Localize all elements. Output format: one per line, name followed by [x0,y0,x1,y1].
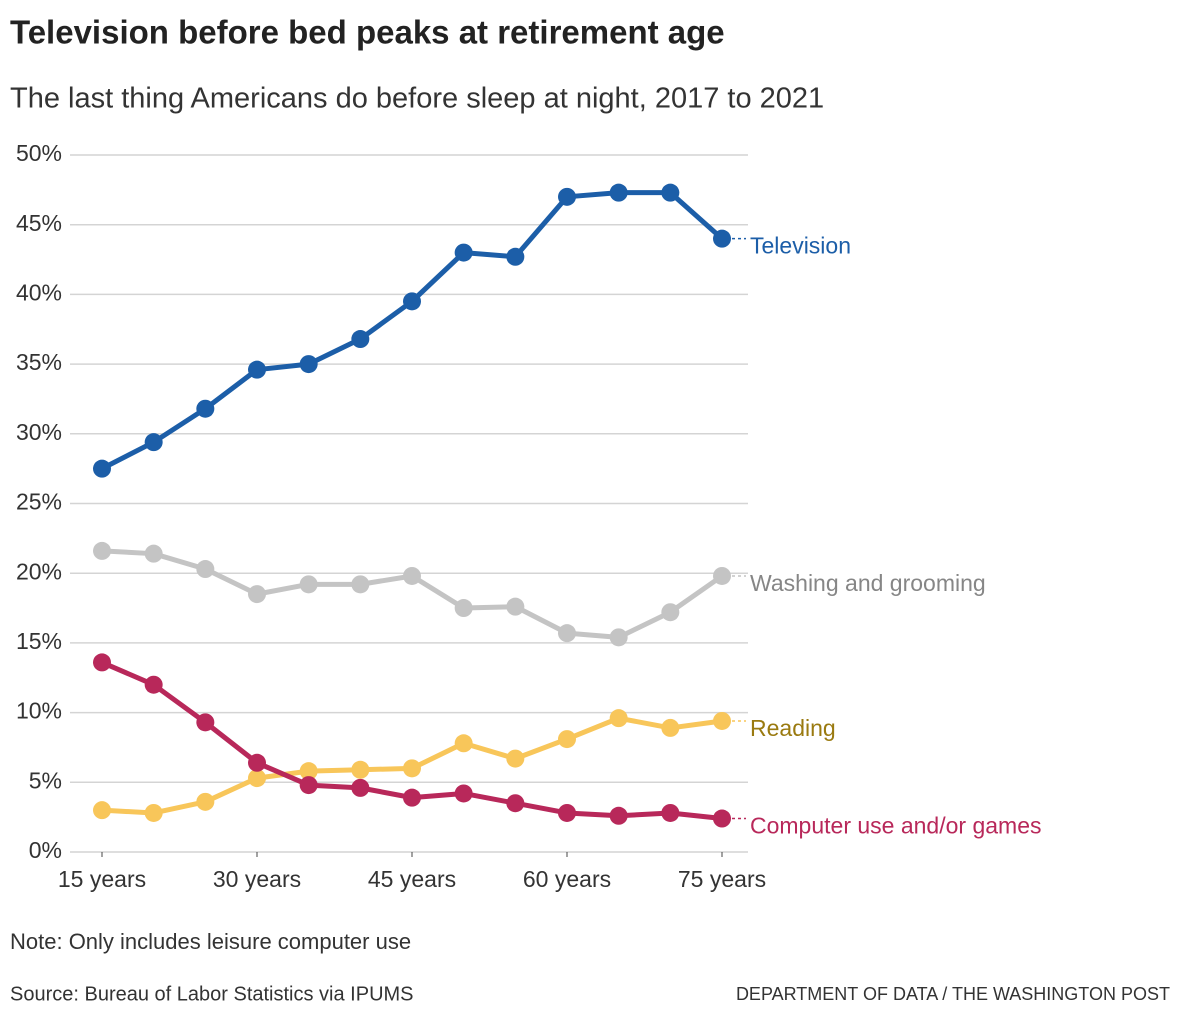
data-point [506,749,525,768]
credit: DEPARTMENT OF DATA / THE WASHINGTON POST [736,984,1170,1004]
series-line [100,190,724,471]
data-point [661,603,680,622]
data-point [196,713,215,732]
chart-subtitle: The last thing Americans do before sleep… [10,83,824,115]
y-tick-label: 45% [16,210,62,236]
data-point [558,730,576,749]
data-point [454,243,473,262]
data-point [299,575,318,594]
series-label: Television [750,233,851,259]
data-point [248,585,266,604]
x-tick-label: 15 years [58,866,146,892]
series-label: Washing and grooming [750,570,986,596]
y-tick-label: 35% [16,349,62,375]
data-point [661,183,680,202]
data-point [351,575,370,594]
data-point [558,187,576,206]
x-tick-label: 45 years [368,866,456,892]
data-point [299,776,318,795]
data-point [713,229,731,248]
data-point [93,653,111,672]
data-point [403,292,421,311]
data-point [144,544,163,563]
data-point [454,599,473,618]
data-point [144,675,163,694]
series-label: Computer use and/or games [750,813,1042,839]
y-tick-label: 20% [16,558,62,584]
y-tick-label: 10% [16,698,62,724]
data-point [403,759,421,778]
data-point [351,760,370,779]
y-tick-label: 40% [16,279,62,305]
data-point [661,718,680,737]
source: Source: Bureau of Labor Statistics via I… [10,983,414,1005]
data-point [403,788,421,807]
data-point [299,762,318,781]
y-tick-label: 30% [16,419,62,445]
data-point [506,247,525,266]
data-point [196,792,215,811]
y-tick-label: 25% [16,489,62,515]
data-point [454,734,473,753]
series-line [101,548,724,640]
y-tick-label: 50% [16,140,62,166]
data-point [144,433,163,452]
data-point [661,803,680,822]
x-tick-label: 75 years [678,866,766,892]
data-point [609,183,628,202]
data-point [93,801,111,820]
data-point [609,709,628,728]
data-point [248,360,266,379]
data-point [506,597,525,616]
data-point [196,399,215,418]
data-point [713,711,731,730]
data-point [248,753,266,772]
data-point [713,809,731,828]
y-tick-label: 0% [29,837,62,863]
series-label: Reading [750,715,836,741]
data-point [558,803,576,822]
data-point [351,778,370,797]
data-point [93,459,111,478]
chart-title: Television before bed peaks at retiremen… [10,14,725,51]
data-point [351,330,370,349]
data-point [196,560,215,579]
y-tick-label: 5% [29,767,62,793]
data-point [454,784,473,803]
data-point [609,628,628,647]
data-point [144,803,163,822]
data-point [403,566,421,585]
x-tick-label: 60 years [523,866,611,892]
data-point [506,794,525,813]
data-point [558,624,576,643]
note: Note: Only includes leisure computer use [10,929,411,954]
y-tick-label: 15% [16,628,62,654]
data-point [299,355,318,374]
data-point [713,566,731,585]
data-point [93,541,111,560]
x-tick-label: 30 years [213,866,301,892]
data-point [248,769,266,788]
data-point [609,806,628,825]
